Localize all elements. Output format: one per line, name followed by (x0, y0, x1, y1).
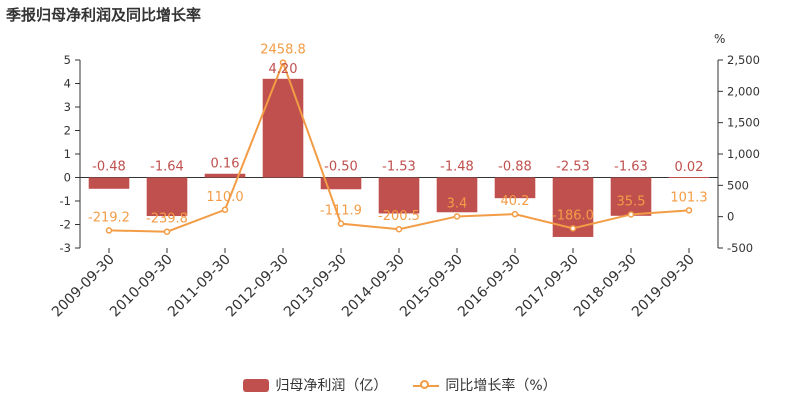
y2-unit-label: % (714, 32, 725, 46)
bar (378, 177, 420, 214)
chart-title: 季报归母净利润及同比增长率 (6, 6, 202, 24)
line-point (685, 207, 693, 214)
y-tick-label: -1 (60, 194, 71, 208)
bar-value-label: 4.20 (269, 62, 298, 77)
bar (320, 177, 362, 190)
bar-value-label: -2.53 (556, 160, 590, 175)
bar-value-label: -0.88 (498, 160, 532, 175)
bar (668, 177, 710, 179)
bar-value-label: -1.48 (440, 160, 474, 175)
line-value-label: 101.3 (670, 190, 707, 205)
bar (610, 177, 652, 216)
line-point (569, 225, 577, 232)
line-value-label: 2458.8 (260, 43, 306, 58)
axes: -3 -2 -1 0 1 2 3 4 5 -500 0 500 1,000 1,500 2,000 2,500… (49, 32, 760, 320)
bar-value-label: -0.48 (92, 160, 126, 175)
legend-line-swatch (413, 379, 440, 392)
line-value-label: 110.0 (206, 190, 243, 205)
line-point (627, 211, 635, 218)
bar (204, 173, 246, 178)
line-value-label: -111.9 (320, 204, 362, 219)
y-tick-label: -3 (60, 241, 71, 255)
line-value-label: 35.5 (617, 194, 646, 209)
line-point (395, 225, 403, 233)
bar-series (88, 78, 710, 237)
line-value-label: 3.4 (447, 196, 468, 211)
y-tick-label: 4 (64, 77, 71, 91)
bar-value-label: -1.64 (150, 160, 184, 175)
line-series (105, 59, 693, 235)
legend-item-bar[interactable]: 归母净利润（亿） (243, 375, 387, 395)
legend: 归母净利润（亿） 同比增长率（%） (0, 374, 800, 396)
y-tick-label: 3 (64, 100, 71, 114)
y2-tick-label: 1,000 (727, 147, 760, 161)
legend-bar-swatch (243, 378, 270, 392)
bar (262, 78, 304, 178)
legend-item-line[interactable]: 同比增长率（%） (413, 375, 557, 395)
y2-tick-label: 1,500 (727, 116, 760, 130)
y2-tick-label: 0 (727, 210, 734, 224)
line-point (453, 213, 461, 220)
y2-tick-label: 500 (727, 178, 749, 192)
bar (146, 177, 188, 217)
y2-tick-label: 2,000 (727, 84, 760, 98)
y-tick-label: -2 (60, 218, 71, 232)
bar (88, 177, 130, 189)
line-value-label: 40.2 (501, 194, 530, 209)
y2-tick-label: 2,500 (727, 53, 760, 67)
line-point (279, 59, 287, 66)
bar-value-label: -0.50 (324, 160, 358, 175)
line-value-label: -186.0 (552, 208, 594, 223)
line-point (105, 227, 113, 234)
bar (436, 177, 478, 213)
bar (494, 177, 536, 199)
line-value-label: -200.5 (378, 209, 420, 224)
legend-bar-label: 归母净利润（亿） (275, 378, 388, 394)
bar-value-label: -1.63 (614, 160, 648, 175)
line-point (163, 228, 171, 235)
line-point (221, 206, 229, 214)
line-value-label: -239.8 (146, 212, 188, 227)
x-tick-label: 2019-09-30 (629, 252, 698, 321)
y-tick-label: 1 (64, 147, 71, 161)
line-point (511, 210, 519, 218)
legend-line-label: 同比增长率（%） (445, 378, 557, 394)
bar-value-label: 0.02 (675, 160, 704, 175)
data-labels: -0.48 -1.64 0.16 4.20 -0.50 -1.53 -1.48 -0.88 -2… (88, 43, 708, 227)
bar-value-label: -1.53 (382, 160, 416, 175)
y2-tick-label: -500 (727, 241, 753, 255)
y-tick-label: 2 (64, 124, 71, 138)
line-point (337, 220, 345, 227)
bar-value-label: 0.16 (211, 157, 240, 172)
y-tick-label: 0 (64, 171, 71, 185)
y-tick-label: 5 (64, 53, 71, 67)
line-value-label: -219.2 (88, 210, 130, 225)
